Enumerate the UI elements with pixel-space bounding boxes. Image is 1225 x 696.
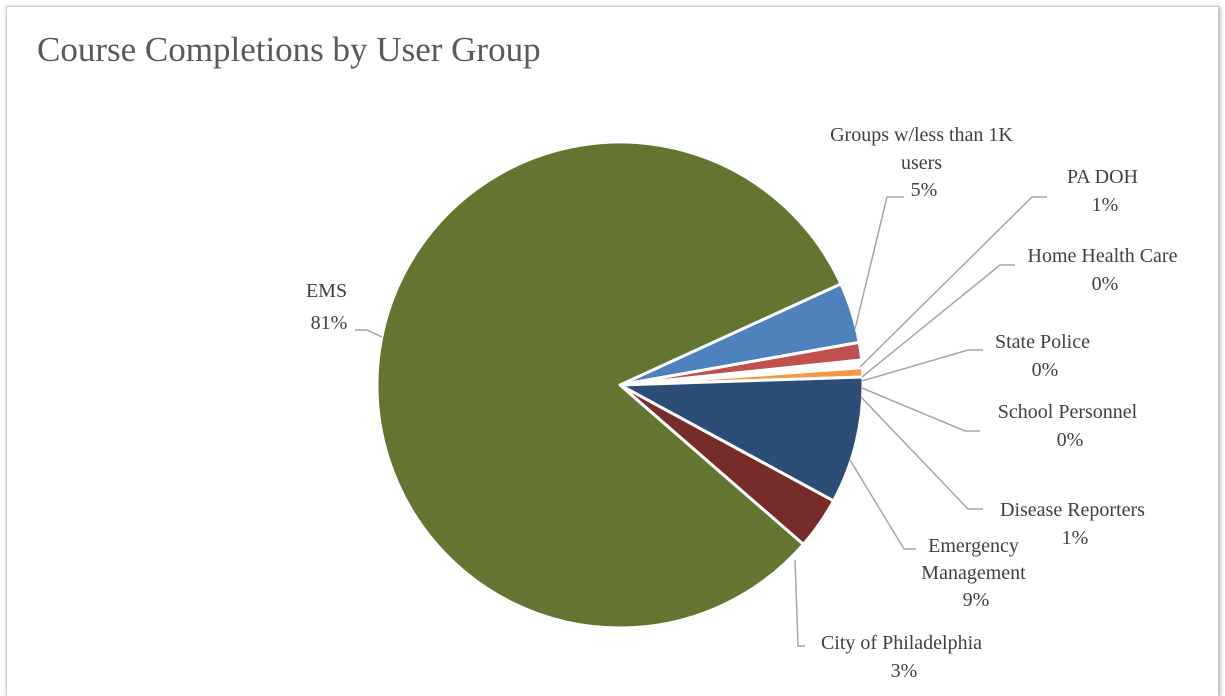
label-ems-value: 81%	[311, 312, 348, 334]
leader-disease-reporters	[860, 396, 983, 510]
slice-ems	[375, 140, 843, 630]
label-disease-reporters-name: Disease Reporters	[1000, 499, 1145, 521]
label-groups-small-value: 5%	[911, 179, 938, 201]
label-groups-small-name-line1: Groups w/less than 1K	[830, 124, 1013, 146]
label-disease-reporters-value: 1%	[1062, 527, 1089, 549]
label-groups-small: Groups w/less than 1K users 5%	[830, 124, 1018, 201]
label-state-police-value: 0%	[1032, 359, 1059, 381]
leader-lines	[355, 196, 1047, 647]
label-city-of-philadelphia: City of Philadelphia 3%	[821, 632, 987, 682]
label-ems-name: EMS	[306, 280, 347, 302]
chart-title: Course Completions by User Group	[37, 30, 541, 69]
label-school-personnel: School Personnel 0%	[998, 401, 1142, 451]
label-ems: EMS 81%	[306, 280, 352, 334]
leader-school-personnel	[861, 387, 980, 432]
label-home-health-care-name: Home Health Care	[1028, 245, 1178, 267]
label-emergency-management-name-line2: Management	[921, 562, 1026, 584]
label-groups-small-name-line2: users	[901, 152, 942, 174]
leader-home-health-care	[861, 264, 1015, 378]
label-city-of-philadelphia-name: City of Philadelphia	[821, 632, 982, 654]
label-home-health-care: Home Health Care 0%	[1028, 245, 1183, 295]
label-disease-reporters: Disease Reporters 1%	[1000, 499, 1150, 549]
leader-emergency-management	[849, 459, 916, 550]
leader-groups-small	[854, 196, 904, 330]
label-state-police-name: State Police	[995, 331, 1090, 353]
label-city-of-philadelphia-value: 3%	[891, 660, 918, 682]
label-pa-doh-name: PA DOH	[1067, 166, 1138, 188]
label-state-police: State Police 0%	[995, 331, 1095, 381]
label-pa-doh-value: 1%	[1092, 194, 1119, 216]
label-emergency-management-value: 9%	[963, 589, 990, 611]
label-pa-doh: PA DOH 1%	[1067, 166, 1143, 216]
label-school-personnel-name: School Personnel	[998, 401, 1138, 423]
leader-city-of-philadelphia	[794, 559, 805, 647]
label-school-personnel-value: 0%	[1057, 429, 1084, 451]
label-emergency-management-name-line1: Emergency	[928, 535, 1019, 557]
leader-pa-doh	[859, 196, 1047, 368]
label-emergency-management: Emergency Management 9%	[921, 535, 1030, 611]
leader-state-police	[861, 349, 983, 382]
pie-slices	[375, 140, 865, 630]
label-home-health-care-value: 0%	[1092, 273, 1119, 295]
leader-ems	[355, 329, 383, 338]
